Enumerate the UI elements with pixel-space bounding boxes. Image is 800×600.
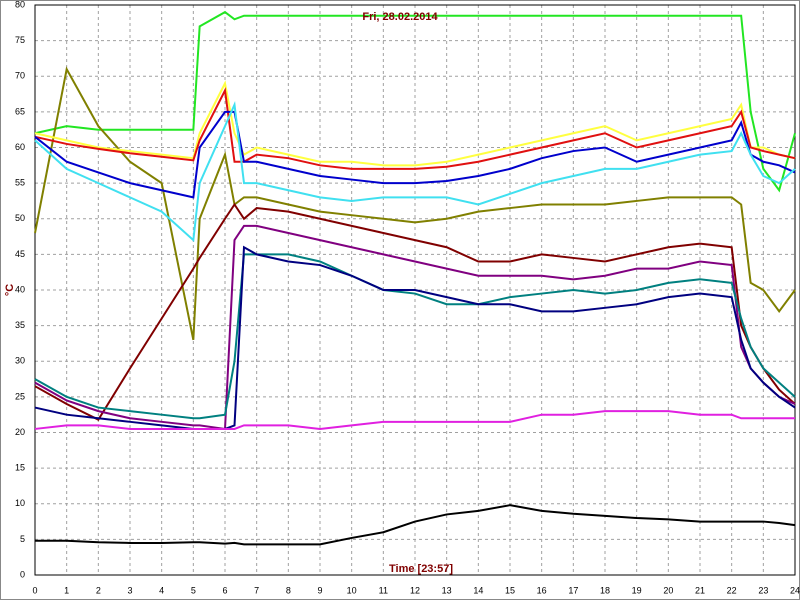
series-line	[34, 410, 795, 430]
y-tick-label: 65	[15, 106, 25, 116]
x-tick-label: 2	[96, 585, 101, 595]
series-line	[34, 101, 796, 243]
y-tick-label: 70	[15, 71, 25, 81]
series-line	[34, 66, 796, 341]
y-axis-label: °C	[4, 284, 16, 296]
x-tick-label: 1	[64, 585, 69, 595]
x-tick-label: 6	[222, 585, 227, 595]
x-tick-label: 9	[317, 585, 322, 595]
series-line	[35, 504, 796, 546]
x-tick-label: 18	[600, 585, 610, 595]
x-tick-label: 17	[568, 585, 578, 595]
series-line	[34, 202, 796, 421]
x-tick-label: 19	[632, 585, 642, 595]
lines	[34, 10, 796, 546]
x-tick-label: 15	[505, 585, 515, 595]
x-axis-label: Time [23:57]	[389, 563, 453, 575]
x-tick-label: 0	[32, 585, 37, 595]
x-tick-label: 4	[159, 585, 164, 595]
x-tick-label: 5	[191, 585, 196, 595]
y-tick-label: 5	[20, 534, 25, 544]
y-tick-label: 55	[15, 178, 25, 188]
y-tick-label: 15	[15, 463, 25, 473]
y-tick-label: 50	[15, 213, 25, 223]
x-tick-label: 24	[790, 585, 800, 595]
y-tick-label: 75	[15, 35, 25, 45]
series-line	[34, 110, 796, 199]
series-line	[34, 10, 796, 193]
x-tick-label: 7	[254, 585, 259, 595]
series-line	[34, 87, 796, 170]
y-tick-label: 60	[15, 142, 25, 152]
chart-title: Fri, 28.02.2014	[362, 11, 438, 23]
series-line	[34, 253, 796, 420]
x-tick-label: 21	[695, 585, 705, 595]
x-tick-label: 3	[127, 585, 132, 595]
x-tick-label: 23	[758, 585, 768, 595]
x-tick-label: 10	[347, 585, 357, 595]
x-tick-label: 12	[410, 585, 420, 595]
y-tick-label: 45	[15, 249, 25, 259]
x-tick-label: 16	[537, 585, 547, 595]
y-tick-label: 80	[15, 0, 25, 9]
y-tick-label: 25	[15, 391, 25, 401]
y-tick-label: 40	[15, 284, 25, 294]
x-tick-label: 20	[663, 585, 673, 595]
x-tick-label: 14	[473, 585, 483, 595]
x-tick-label: 13	[442, 585, 452, 595]
y-tick-label: 0	[20, 569, 25, 579]
y-tick-label: 10	[15, 498, 25, 508]
x-tick-label: 22	[727, 585, 737, 595]
x-tick-label: 11	[379, 585, 388, 595]
y-tick-label: 20	[15, 427, 25, 437]
series-line	[34, 224, 796, 431]
x-tick-label: 8	[286, 585, 291, 595]
y-tick-label: 30	[15, 356, 25, 366]
y-tick-label: 35	[15, 320, 25, 330]
